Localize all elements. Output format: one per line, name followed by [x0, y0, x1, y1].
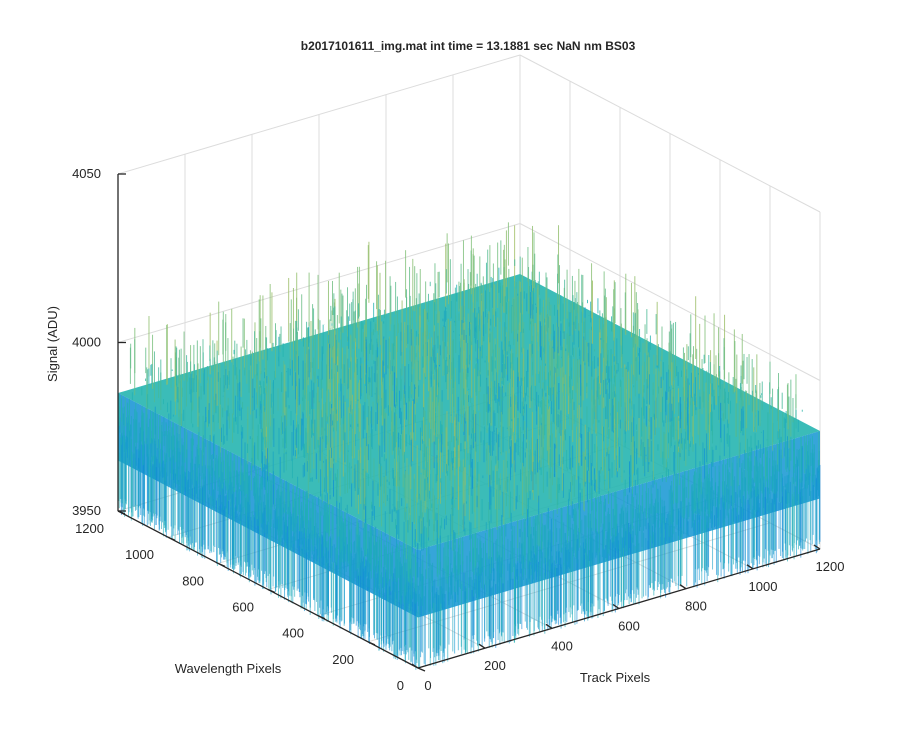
x-tick-label: 600	[618, 619, 640, 634]
grid-line	[117, 54, 521, 175]
z-tick-label: 3950	[72, 503, 101, 518]
y-tick-label: 200	[332, 652, 354, 667]
x-tick	[411, 663, 419, 669]
tick-labels: 0 200 400 600 800 1000 1200 0 200 400 600 800 1000 12…	[72, 166, 844, 693]
y-tick-label: 1000	[125, 547, 154, 562]
y-tick	[217, 562, 226, 567]
x-tick	[612, 603, 620, 610]
x-tick-label: 200	[484, 658, 506, 673]
x-tick	[478, 643, 486, 649]
grid-line	[117, 223, 521, 343]
z-tick-label: 4000	[72, 335, 101, 350]
surface	[117, 222, 821, 670]
x-tick-label: 1200	[816, 559, 845, 574]
y-tick-label: 800	[182, 573, 204, 588]
y-tick	[367, 641, 376, 646]
x-tick	[746, 564, 754, 570]
grid-line	[519, 54, 821, 213]
y-tick-label: 0	[397, 678, 404, 693]
x-tick-label: 800	[685, 599, 707, 614]
y-tick-label: 600	[232, 600, 254, 615]
x-tick-label: 400	[551, 638, 573, 653]
x-tick	[679, 584, 687, 590]
chart-title: b2017101611_img.mat int time = 13.1881 s…	[301, 39, 636, 53]
x-tick	[545, 623, 553, 629]
z-axis-label: Signal (ADU)	[45, 306, 60, 382]
x-axis-label: Track Pixels	[580, 670, 651, 685]
y-axis-label: Wavelength Pixels	[175, 661, 282, 676]
y-tick-label: 400	[282, 626, 304, 641]
x-tick-label: 0	[424, 678, 431, 693]
y-tick	[167, 536, 176, 541]
grid-line	[519, 223, 821, 381]
x-tick-label: 1000	[749, 579, 778, 594]
z-tick-label: 4050	[72, 166, 101, 181]
y-tick	[267, 588, 276, 594]
y-tick	[417, 667, 426, 672]
y-tick	[317, 615, 326, 620]
y-tick-label: 1200	[75, 521, 104, 536]
x-tick	[813, 544, 821, 550]
